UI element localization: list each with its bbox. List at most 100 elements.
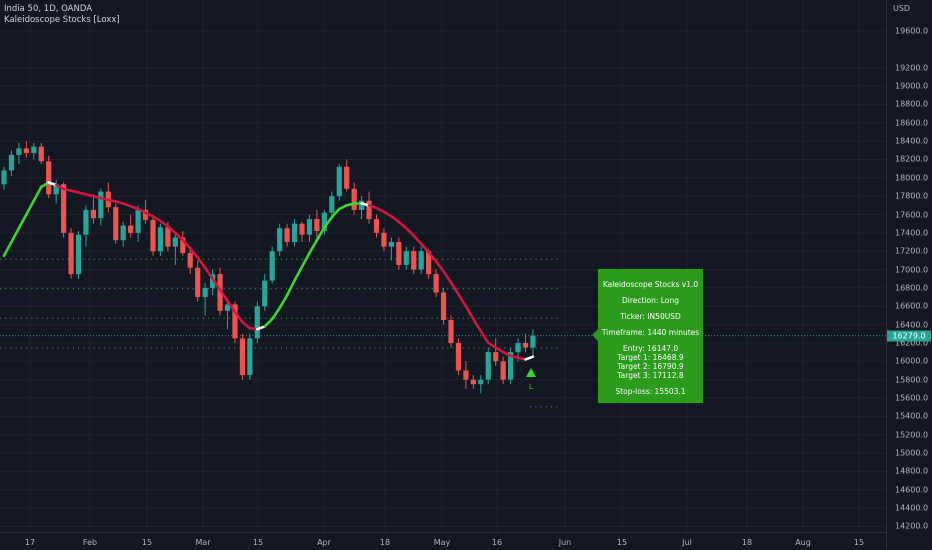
moving-average-segment <box>404 226 416 237</box>
price-tick: 16800.0 <box>895 283 929 293</box>
moving-average-segment <box>308 238 319 255</box>
moving-average-segment <box>337 204 349 211</box>
moving-average-segment <box>159 219 170 228</box>
moving-average-segment <box>524 355 535 361</box>
moving-average-segment <box>174 231 185 242</box>
moving-average-segment <box>427 250 438 263</box>
candle <box>485 352 491 380</box>
moving-average-segment <box>449 281 460 296</box>
candle <box>373 219 380 233</box>
candle <box>314 219 320 232</box>
moving-average-segment <box>144 211 155 218</box>
candle <box>247 338 253 376</box>
time-tick: 16 <box>491 538 503 547</box>
signal-entry: Entry: 16147.0 <box>622 344 679 353</box>
indicator-title[interactable]: Kaleidoscope Stocks [Loxx] <box>4 15 120 25</box>
moving-average-segment <box>501 350 512 358</box>
candle <box>83 209 89 235</box>
time-tick: Jun <box>558 538 572 547</box>
moving-average-segment <box>203 266 214 281</box>
price-tick: 15800.0 <box>895 375 929 385</box>
candle <box>232 304 238 339</box>
moving-average-segment <box>10 226 21 244</box>
moving-average-segment <box>25 199 36 216</box>
time-tick: 15 <box>853 538 865 547</box>
moving-average-segment <box>32 185 43 203</box>
price-tick: 18200.0 <box>895 154 929 164</box>
candle <box>277 228 283 252</box>
price-tick: 15600.0 <box>895 393 929 403</box>
candle <box>359 200 365 210</box>
candle <box>53 184 59 195</box>
moving-average-segment <box>255 325 267 331</box>
last-price-badge: 16279.0 <box>887 330 931 342</box>
signal-target-1: Target 1: 16468.9 <box>617 353 684 362</box>
candle <box>336 166 342 197</box>
price-scale[interactable]: USD 19600.0 19200.0 19000.0 18800.0 18600.0 1… <box>886 0 932 550</box>
moving-average-segment <box>285 279 296 297</box>
price-tick: 19600.0 <box>895 26 929 36</box>
moving-average-segment <box>382 210 393 218</box>
candle <box>31 146 37 154</box>
moving-average-segment <box>464 304 475 321</box>
chart-legend: India 50, 1D, OANDA Kaleidoscope Stocks … <box>4 4 120 26</box>
long-signal-label: L <box>529 383 533 391</box>
time-tick: 18 <box>741 538 753 547</box>
currency-label[interactable]: USD <box>893 4 911 13</box>
moving-average-segment <box>375 206 386 214</box>
moving-average-segment <box>211 277 222 292</box>
candle <box>75 234 82 275</box>
price-tick: 14400.0 <box>895 503 929 513</box>
moving-average-segment <box>136 207 147 214</box>
price-tick: 17200.0 <box>895 246 929 256</box>
time-tick: 15 <box>616 538 628 547</box>
moving-average-segment <box>233 310 244 324</box>
moving-average-segment <box>129 204 140 211</box>
candle <box>530 335 536 348</box>
moving-average-segment <box>121 202 132 208</box>
candle <box>90 209 96 219</box>
moving-average-segment <box>218 288 229 303</box>
candle <box>463 370 469 380</box>
moving-average-segment <box>196 256 207 270</box>
signal-ticker: Ticker: IN50USD <box>620 312 681 321</box>
time-tick: Mar <box>195 538 211 547</box>
price-tick: 16000.0 <box>895 356 929 366</box>
symbol-title[interactable]: India 50, 1D, OANDA <box>4 4 93 14</box>
price-tick: 16200.0 <box>895 338 929 348</box>
moving-average-segment <box>472 317 483 333</box>
chart-area[interactable]: L India 50, 1D, OANDA Kaleidoscope Stock… <box>0 0 886 532</box>
moving-average-segment <box>315 226 326 242</box>
candle <box>403 251 409 265</box>
candle <box>388 242 394 247</box>
moving-average-segment <box>367 204 378 210</box>
price-chart[interactable]: L <box>0 0 886 532</box>
moving-average-segment <box>330 207 341 219</box>
candle <box>23 148 29 154</box>
candle <box>269 251 275 281</box>
moving-average-segment <box>47 181 58 187</box>
price-tick: 17000.0 <box>895 265 929 275</box>
candle <box>195 267 201 298</box>
candle <box>1 170 7 185</box>
candle <box>411 251 417 270</box>
price-tick: 16400.0 <box>895 320 929 330</box>
candle <box>224 304 231 311</box>
moving-average-segment <box>2 240 13 258</box>
signal-title: Kaleidoscope Stocks v1.0 <box>602 280 699 289</box>
moving-average-segment <box>263 317 274 328</box>
price-tick: 15400.0 <box>895 411 929 421</box>
time-scale[interactable]: 17 Feb 15 Mar 15 Apr 18 May 16 Jun 15 Jul 18 Aug 15 <box>0 532 886 550</box>
candle <box>150 220 156 252</box>
price-tick: 14800.0 <box>895 466 929 476</box>
signal-timeframe: Timeframe: 1440 minutes <box>601 328 700 337</box>
moving-average-segment <box>166 225 177 235</box>
candle <box>299 223 305 235</box>
candle <box>142 209 149 221</box>
candle <box>396 242 402 265</box>
candle <box>180 237 186 254</box>
price-tick: 18000.0 <box>895 173 929 183</box>
candle <box>165 227 171 247</box>
candle <box>217 274 223 311</box>
moving-average-segment <box>457 293 468 308</box>
